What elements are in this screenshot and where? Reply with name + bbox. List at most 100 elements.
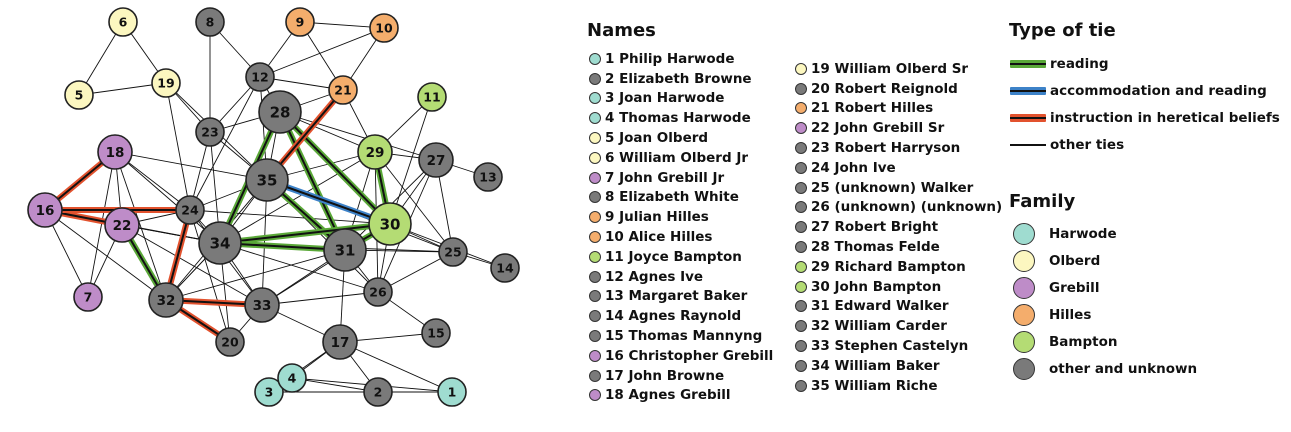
node-circle: [490, 253, 520, 283]
tie-type-label: instruction in heretical beliefs: [1050, 109, 1280, 126]
node-28: 28: [258, 90, 302, 134]
node-11: 11: [417, 82, 447, 112]
name-entry: 9 Julian Hilles: [589, 207, 773, 227]
family-entry: Hilles: [1013, 301, 1197, 328]
tie-type-label: accommodation and reading: [1050, 82, 1267, 99]
family-dot: [589, 171, 601, 184]
family-label: other and unknown: [1049, 360, 1198, 377]
node-7: 7: [73, 282, 103, 312]
edge-line: [44, 209, 167, 301]
node-4: 4: [277, 363, 307, 393]
family-legend: Harwode Olberd Grebill Hilles Bampton other a…: [1013, 220, 1197, 382]
node-label: 15: [427, 326, 444, 341]
tie-swatch: [1010, 113, 1046, 122]
edge-line: [165, 82, 191, 211]
family-dot: [589, 72, 601, 85]
node-circle: [363, 377, 393, 407]
name-label: 10 Alice Hilles: [605, 229, 713, 246]
name-label: 30 John Bampton: [811, 278, 942, 295]
tie-type-entry: other ties: [1010, 131, 1280, 158]
node-circle: [258, 90, 302, 134]
edge-line: [219, 242, 379, 293]
family-dot: [795, 280, 807, 293]
edge-24-20-other: [189, 209, 231, 343]
node-circle: [108, 7, 138, 37]
family-label: Bampton: [1049, 333, 1118, 350]
name-label: 14 Agnes Raynold: [605, 308, 742, 325]
family-swatch: [1013, 357, 1035, 380]
name-entry: 23 Robert Harryson: [795, 138, 1002, 158]
family-dot: [589, 52, 601, 65]
name-entry: 6 William Olberd Jr: [589, 148, 773, 168]
node-5: 5: [64, 80, 94, 110]
node-label: 10: [375, 21, 393, 36]
name-label: 22 John Grebill Sr: [811, 120, 945, 137]
edge-line: [165, 249, 346, 301]
node-25: 25: [438, 237, 468, 267]
tie-type-legend: reading accommodation and reading instruct…: [1010, 50, 1280, 158]
names-heading: Names: [587, 20, 656, 41]
family-swatch: [1013, 276, 1035, 299]
family-dot: [589, 231, 601, 244]
node-label: 27: [427, 153, 446, 169]
edge-19-24-other: [165, 82, 191, 211]
family-dot: [589, 112, 601, 125]
family-entry: Bampton: [1013, 328, 1197, 355]
family-entry: Grebill: [1013, 274, 1197, 301]
tie-type-label: reading: [1050, 55, 1109, 72]
node-17: 17: [322, 324, 358, 360]
family-dot: [795, 241, 807, 254]
family-dot: [589, 290, 601, 303]
family-dot: [795, 82, 807, 95]
node-label: 2: [374, 385, 383, 400]
node-26: 26: [363, 277, 393, 307]
name-entry: 8 Elizabeth White: [589, 188, 773, 208]
name-entry: 35 William Riche: [795, 376, 1002, 396]
edge-line: [389, 96, 433, 225]
node-circle: [245, 158, 289, 202]
edge-28-31-reading: [277, 110, 348, 252]
node-circle: [73, 282, 103, 312]
name-entry: 19 William Olberd Sr: [795, 59, 1002, 79]
name-label: 27 Robert Bright: [811, 219, 939, 236]
family-dot: [589, 191, 601, 204]
edge-core: [219, 223, 391, 244]
node-24: 24: [175, 195, 205, 225]
name-label: 3 Joan Harwode: [605, 90, 725, 107]
names-column-2: 19 William Olberd Sr 20 Robert Reignold 21…: [795, 59, 1002, 396]
node-label: 20: [221, 335, 239, 350]
name-label: 7 John Grebill Jr: [605, 169, 725, 186]
family-swatch: [1013, 222, 1035, 245]
edge-18-7-other: [87, 151, 116, 298]
node-30: 30: [368, 202, 412, 246]
name-label: 9 Julian Hilles: [605, 209, 709, 226]
node-19: 19: [151, 68, 181, 98]
family-dot: [589, 151, 601, 164]
family-dot: [589, 250, 601, 263]
node-13: 13: [473, 162, 503, 192]
family-dot: [589, 349, 601, 362]
node-circle: [215, 327, 245, 357]
name-entry: 12 Agnes Ive: [589, 267, 773, 287]
node-label: 19: [157, 76, 174, 91]
name-label: 18 Agnes Grebill: [605, 387, 731, 404]
name-entry: 26 (unknown) (unknown): [795, 198, 1002, 218]
edge-line: [279, 111, 437, 161]
family-dot: [795, 340, 807, 353]
edge-line: [114, 151, 167, 301]
family-label: Olberd: [1049, 252, 1101, 269]
family-dot: [589, 330, 601, 343]
name-label: 28 Thomas Felde: [811, 239, 940, 256]
family-swatch: [1013, 330, 1035, 353]
edge-line: [121, 224, 263, 306]
tie-swatch: [1010, 141, 1046, 149]
name-entry: 32 William Carder: [795, 316, 1002, 336]
node-label: 26: [369, 285, 387, 300]
node-6: 6: [108, 7, 138, 37]
name-entry: 22 John Grebill Sr: [795, 118, 1002, 138]
family-dot: [795, 161, 807, 174]
name-entry: 7 John Grebill Jr: [589, 168, 773, 188]
node-circle: [244, 287, 280, 323]
